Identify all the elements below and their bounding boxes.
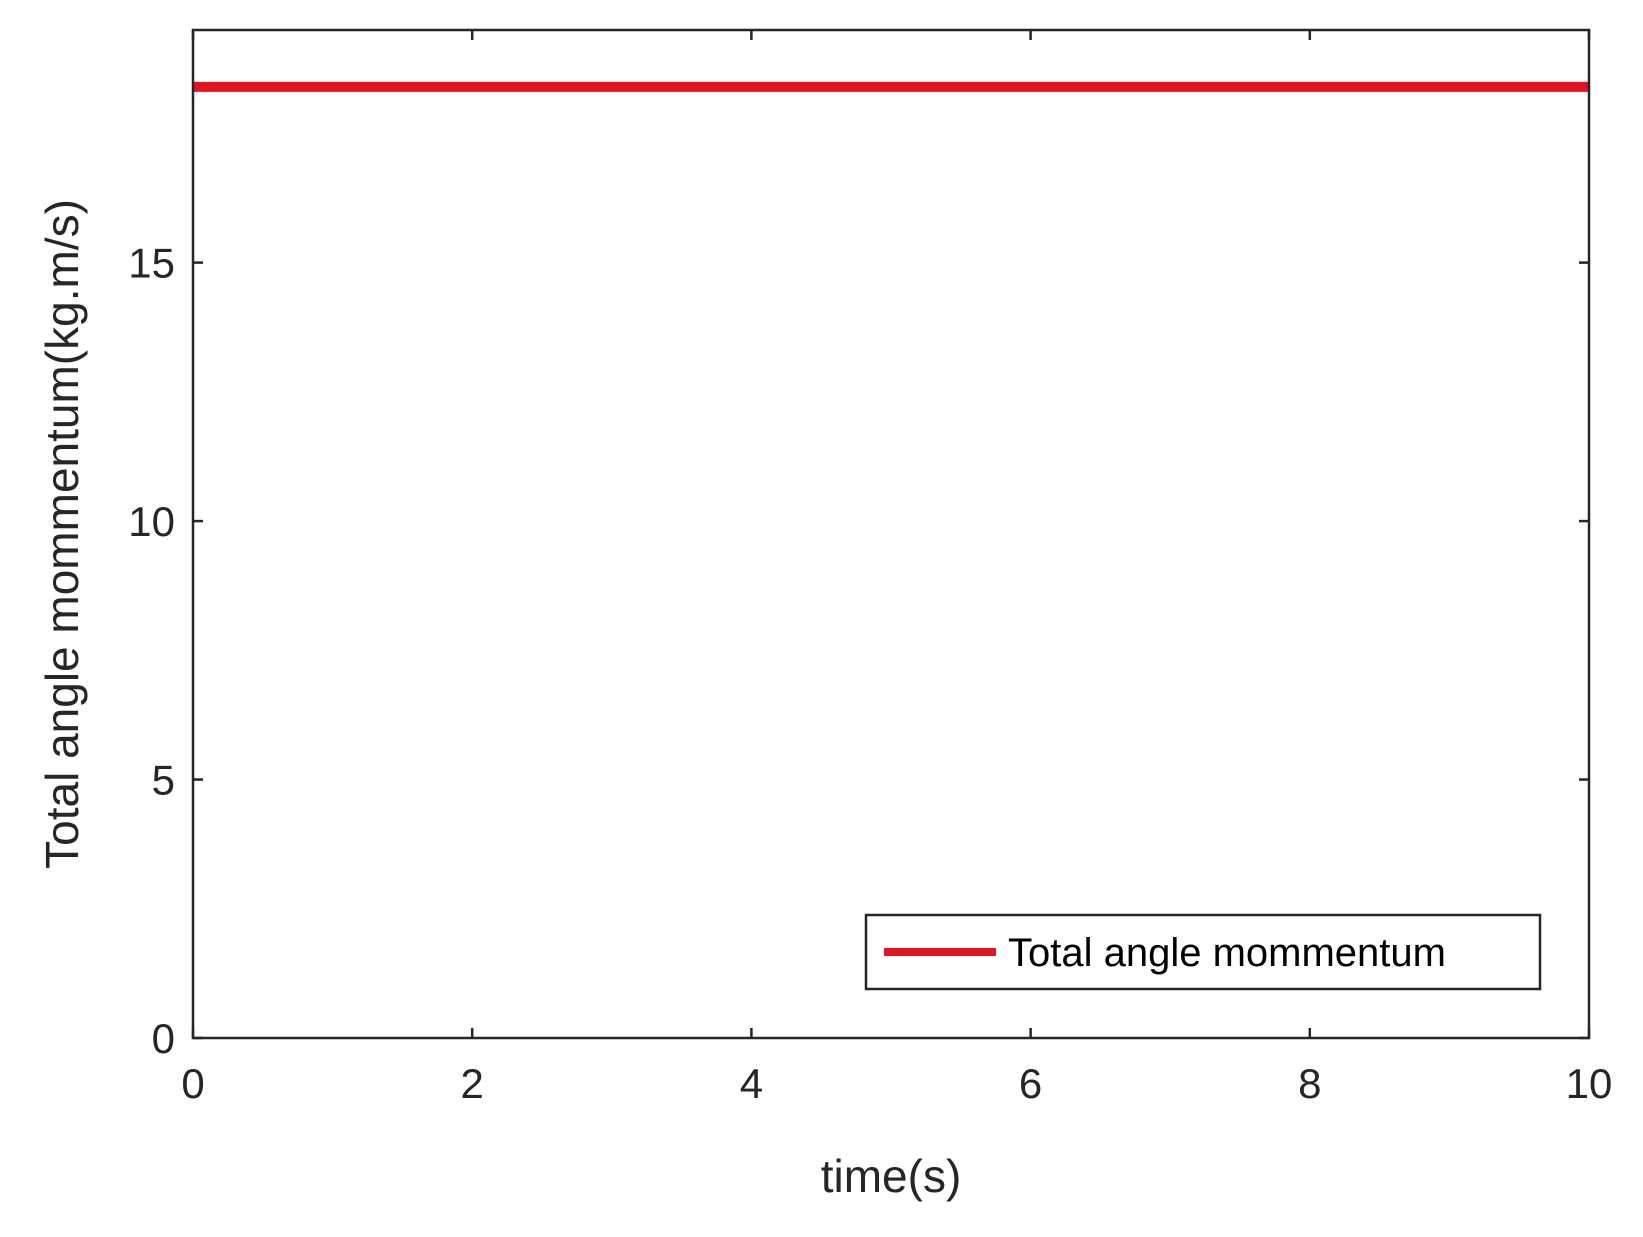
x-tick-label: 4 (740, 1060, 763, 1107)
plot-area (193, 30, 1589, 1038)
tick-labels-layer: 0 2 4 6 8 10 0 5 10 15 (128, 240, 1612, 1107)
y-tick-label: 0 (152, 1015, 175, 1062)
plot-frame (191, 28, 1591, 1040)
x-tick-label: 10 (1566, 1060, 1613, 1107)
x-axis-label: time(s) (821, 1150, 962, 1202)
x-tick-label: 6 (1019, 1060, 1042, 1107)
x-tick-label: 8 (1298, 1060, 1321, 1107)
y-tick-label: 5 (152, 757, 175, 804)
legend-entry-label: Total angle mommentum (1008, 931, 1446, 975)
x-tick-label: 0 (181, 1060, 204, 1107)
y-tick-label: 10 (128, 498, 175, 545)
legend: Total angle mommentum (864, 913, 1542, 991)
x-tick-label: 2 (461, 1060, 484, 1107)
y-axis-label: Total angle mommentum(kg.m/s) (36, 199, 88, 869)
y-tick-label: 15 (128, 240, 175, 287)
